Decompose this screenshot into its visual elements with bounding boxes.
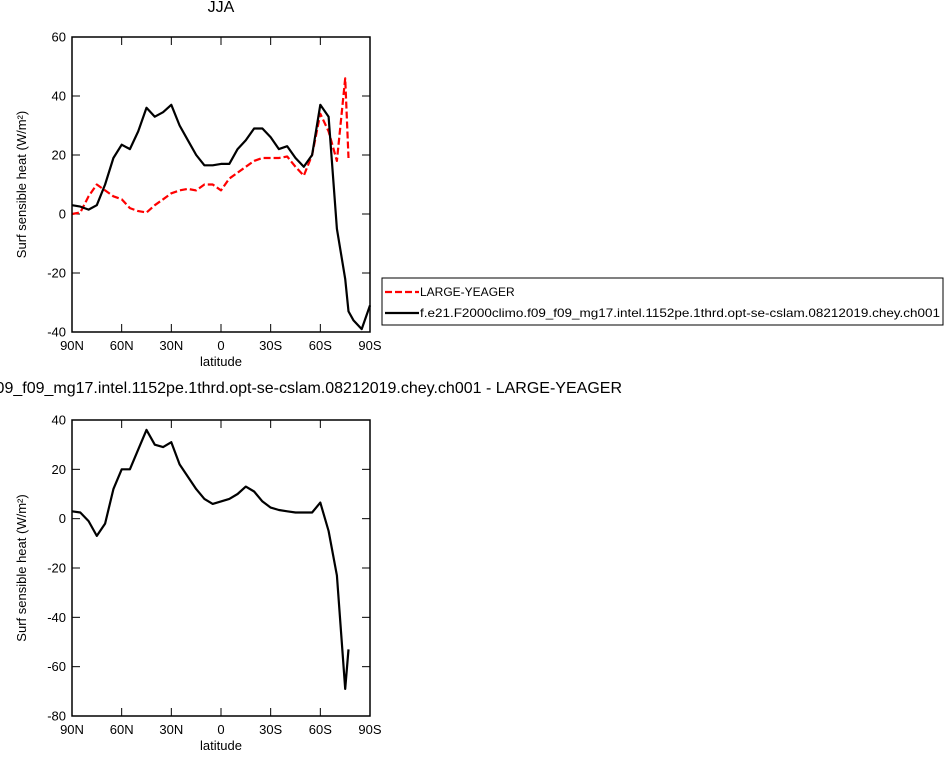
x-axis-label: latitude: [200, 354, 242, 369]
chart-title: f.e21.F2000climo.f09_f09_mg17.intel.1152…: [0, 380, 622, 397]
x-tick-label: 60S: [309, 722, 332, 737]
legend-box: [381, 277, 944, 326]
data-line: [71, 103, 372, 331]
x-tick-label: 0: [217, 722, 224, 737]
x-tick-label: 60S: [309, 338, 332, 353]
y-tick-label: -20: [47, 266, 66, 281]
y-tick-label: -20: [47, 561, 66, 576]
y-tick-label: -40: [47, 325, 66, 340]
y-tick-label: -80: [47, 709, 66, 724]
x-tick-label: 30S: [259, 338, 282, 353]
data-line: [71, 77, 350, 216]
legend-label: f.e21.F2000climo.f09_f09_mg17.intel.1152…: [420, 306, 940, 320]
x-tick-label: 0: [217, 338, 224, 353]
y-axis-label: Surf sensible heat (W/m²): [14, 111, 29, 258]
data-line: [71, 428, 350, 690]
y-tick-label: 40: [52, 89, 66, 104]
y-tick-label: 60: [52, 30, 66, 45]
y-tick-label: 20: [52, 462, 66, 477]
x-tick-label: 90S: [358, 722, 381, 737]
x-tick-label: 90S: [358, 338, 381, 353]
y-tick-label: 0: [59, 511, 66, 526]
x-tick-label: 90N: [60, 338, 84, 353]
x-axis-label: latitude: [200, 738, 242, 753]
x-tick-label: 30S: [259, 722, 282, 737]
y-axis-label: Surf sensible heat (W/m²): [14, 494, 29, 641]
plot-frame: [71, 419, 371, 717]
x-tick-label: 30N: [159, 722, 183, 737]
chart-title: JJA: [208, 0, 235, 16]
x-tick-label: 30N: [159, 338, 183, 353]
y-tick-label: 40: [52, 413, 66, 428]
plot-frame: [71, 36, 371, 333]
y-tick-label: -60: [47, 659, 66, 674]
y-tick-label: 20: [52, 148, 66, 163]
x-tick-label: 60N: [110, 722, 134, 737]
legend-label: LARGE-YEAGER: [420, 285, 515, 299]
x-tick-label: 60N: [110, 338, 134, 353]
y-tick-label: 0: [59, 207, 66, 222]
x-tick-label: 90N: [60, 722, 84, 737]
y-tick-label: -40: [47, 610, 66, 625]
